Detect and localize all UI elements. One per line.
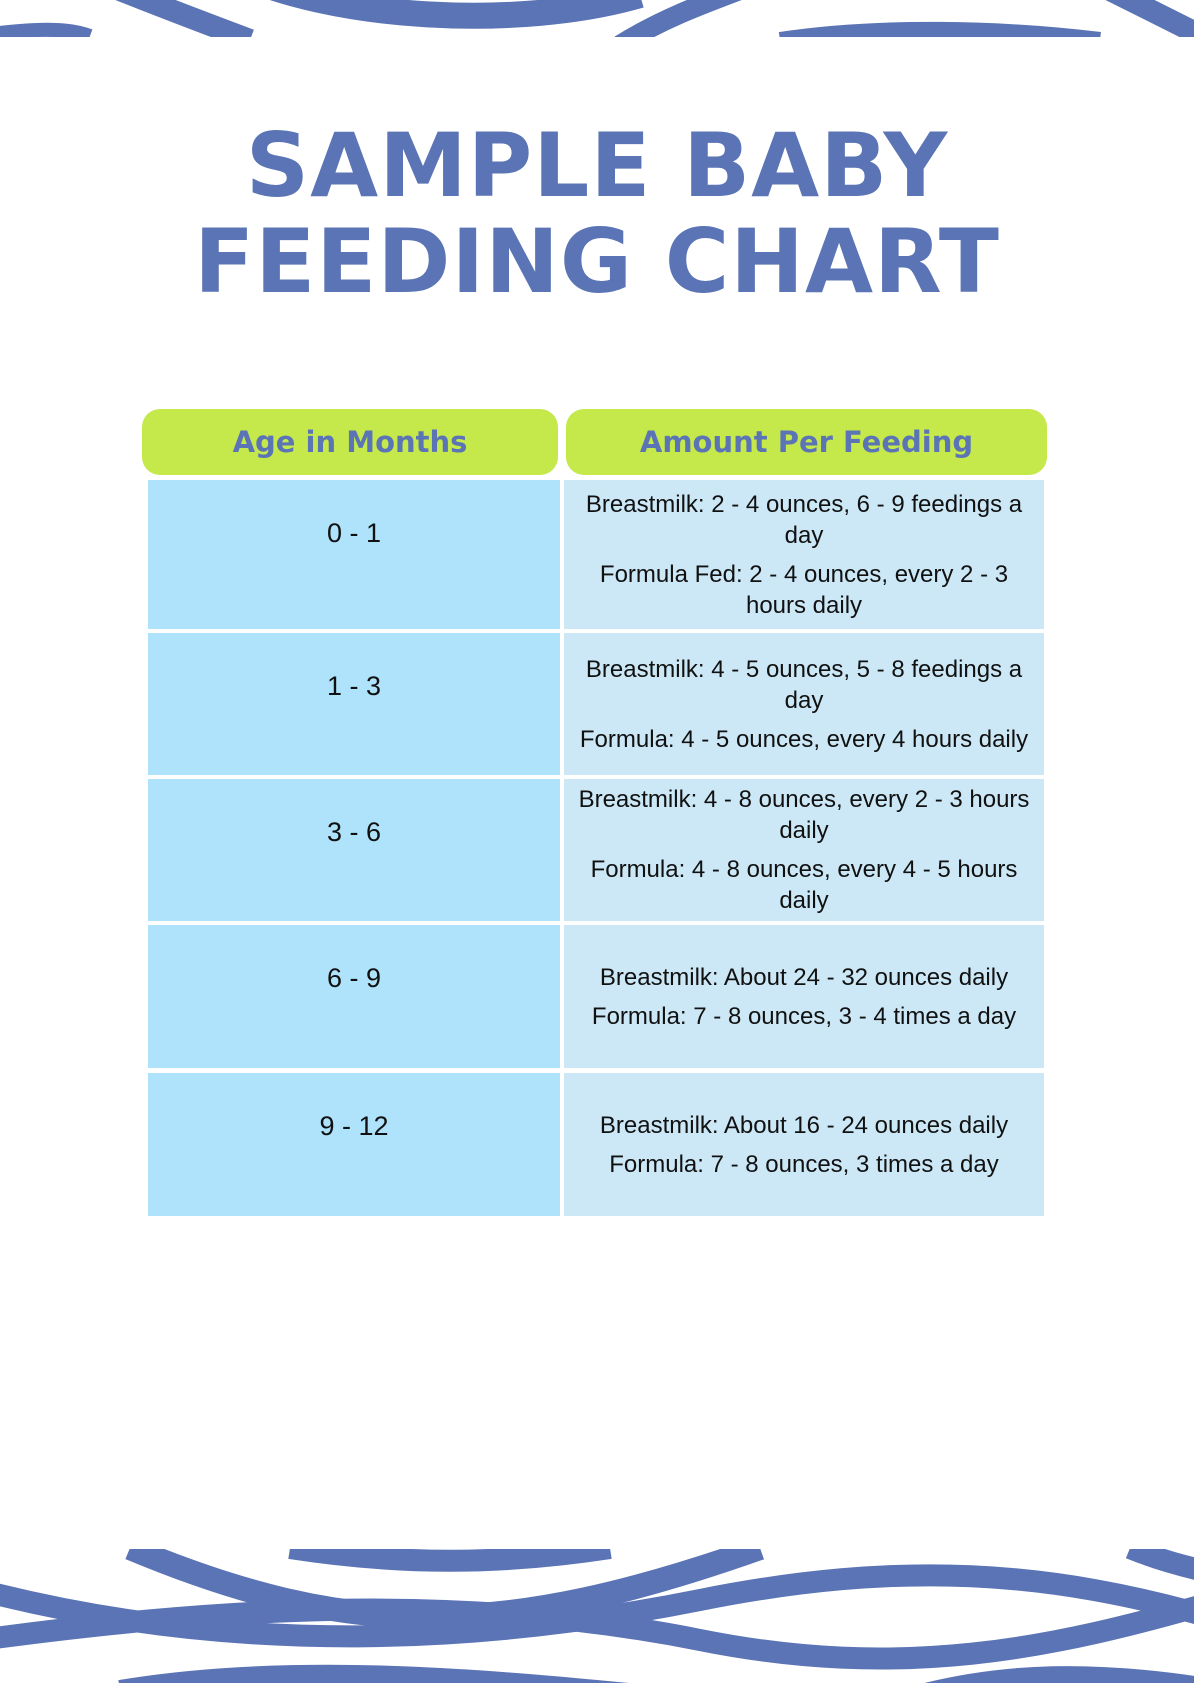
amount-line: Breastmilk: About 24 - 32 ounces daily bbox=[599, 963, 1009, 991]
amount-line: Formula: 4 - 8 ounces, every 4 - 5 hours… bbox=[590, 856, 1018, 914]
amount-cell: Breastmilk: 4 - 8 ounces, every 2 - 3 ho… bbox=[564, 779, 1044, 921]
column-header: Amount Per Feeding bbox=[566, 409, 1047, 475]
amount-cell: Breastmilk: About 16 - 24 ounces daily Fo… bbox=[564, 1073, 1044, 1216]
bottom-waves bbox=[0, 1549, 1194, 1683]
amount-line: Formula: 4 - 5 ounces, every 4 hours dai… bbox=[579, 725, 1029, 753]
age-cell: 1 - 3 bbox=[148, 633, 560, 775]
age-cell: 6 - 9 bbox=[148, 925, 560, 1068]
title-line: FEEDING CHART bbox=[194, 210, 1000, 313]
amount-cell: Breastmilk: About 24 - 32 ounces daily Fo… bbox=[564, 925, 1044, 1068]
amount-line: Formula: 7 - 8 ounces, 3 - 4 times a day bbox=[591, 1002, 1017, 1030]
top-waves bbox=[0, 0, 1194, 37]
age-cell: 3 - 6 bbox=[148, 779, 560, 921]
age-cell: 9 - 12 bbox=[148, 1073, 560, 1216]
title-line: SAMPLE BABY bbox=[245, 114, 949, 217]
amount-line: Breastmilk: About 16 - 24 ounces daily bbox=[599, 1111, 1009, 1139]
title: SAMPLE BABY FEEDING CHART bbox=[0, 118, 1194, 310]
amount-cell: Breastmilk: 4 - 5 ounces, 5 - 8 feedings… bbox=[564, 633, 1044, 775]
amount-line: Formula Fed: 2 - 4 ounces, every 2 - 3 h… bbox=[599, 560, 1009, 619]
column-header: Age in Months bbox=[142, 409, 558, 475]
amount-line: Formula: 7 - 8 ounces, 3 times a day bbox=[609, 1150, 999, 1178]
amount-cell: Breastmilk: 2 - 4 ounces, 6 - 9 feedings… bbox=[564, 480, 1044, 629]
age-cell: 0 - 1 bbox=[148, 480, 560, 629]
amount-line: Breastmilk: 2 - 4 ounces, 6 - 9 feedings… bbox=[585, 490, 1023, 549]
amount-line: Breastmilk: 4 - 5 ounces, 5 - 8 feedings… bbox=[585, 655, 1023, 714]
amount-line: Breastmilk: 4 - 8 ounces, every 2 - 3 ho… bbox=[578, 786, 1030, 844]
